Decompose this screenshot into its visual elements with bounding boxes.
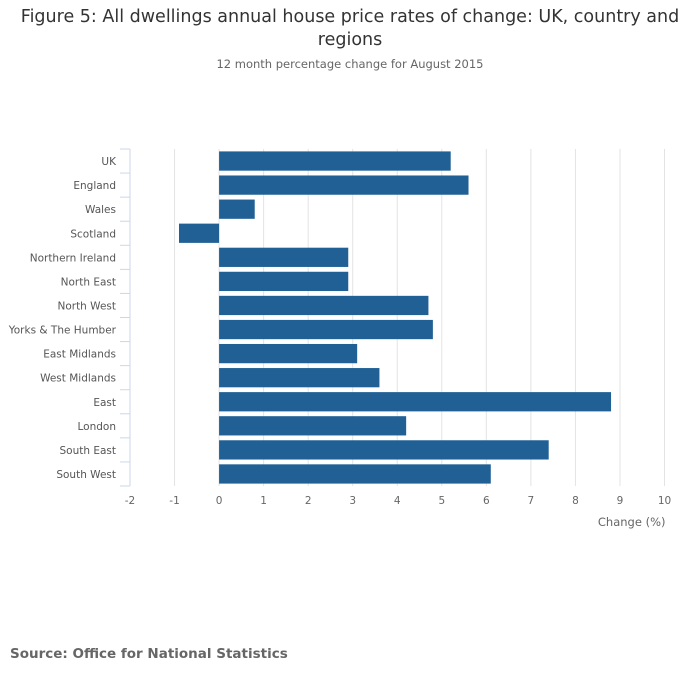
bar-north-east[interactable] xyxy=(219,271,349,292)
category-label: Yorks & The Humber xyxy=(8,325,117,337)
category-label: West Midlands xyxy=(40,373,116,385)
category-label: London xyxy=(78,421,117,433)
category-label: England xyxy=(73,180,116,192)
x-tick-label: 10 xyxy=(658,495,671,507)
category-label: Northern Ireland xyxy=(30,252,116,264)
bar-east-midlands[interactable] xyxy=(219,343,358,364)
bar-yorks-the-humber[interactable] xyxy=(219,319,433,340)
x-tick-label: 2 xyxy=(305,495,312,507)
x-tick-label: -2 xyxy=(125,495,135,507)
x-tick-label: 8 xyxy=(572,495,579,507)
x-axis-title: Change (%) xyxy=(598,515,666,529)
category-label: Scotland xyxy=(70,228,116,240)
bar-wales[interactable] xyxy=(219,199,255,219)
category-label: East Midlands xyxy=(43,349,116,361)
x-tick-label: 1 xyxy=(260,495,267,507)
category-label: South East xyxy=(59,445,116,457)
x-tick-label: 9 xyxy=(617,495,624,507)
bar-west-midlands[interactable] xyxy=(219,368,380,388)
bar-south-east[interactable] xyxy=(219,440,549,460)
x-tick-label: 4 xyxy=(394,495,401,507)
chart-title: Figure 5: All dwellings annual house pri… xyxy=(20,7,680,50)
bar-east[interactable] xyxy=(219,392,612,412)
x-tick-label: 0 xyxy=(216,495,223,507)
x-tick-label: 6 xyxy=(483,495,490,507)
x-tick-label: 5 xyxy=(438,495,445,507)
bar-scotland[interactable] xyxy=(178,223,220,243)
x-tick-label: -1 xyxy=(169,495,179,507)
category-label: North West xyxy=(57,300,116,312)
source-note: Source: Office for National Statistics xyxy=(10,646,288,662)
category-label: East xyxy=(93,397,116,409)
category-label: UK xyxy=(101,156,117,168)
bar-south-west[interactable] xyxy=(219,464,491,484)
bar-northern-ireland[interactable] xyxy=(219,247,349,267)
bar-london[interactable] xyxy=(219,416,407,436)
x-tick-label: 3 xyxy=(349,495,356,507)
bar-uk[interactable] xyxy=(219,151,451,171)
bar-england[interactable] xyxy=(219,175,469,195)
chart-subtitle: 12 month percentage change for August 20… xyxy=(216,57,484,71)
x-tick-label: 7 xyxy=(528,495,535,507)
category-label: South West xyxy=(56,469,116,481)
category-label: North East xyxy=(61,276,116,288)
category-label: Wales xyxy=(85,204,116,216)
bar-north-west[interactable] xyxy=(219,295,429,316)
